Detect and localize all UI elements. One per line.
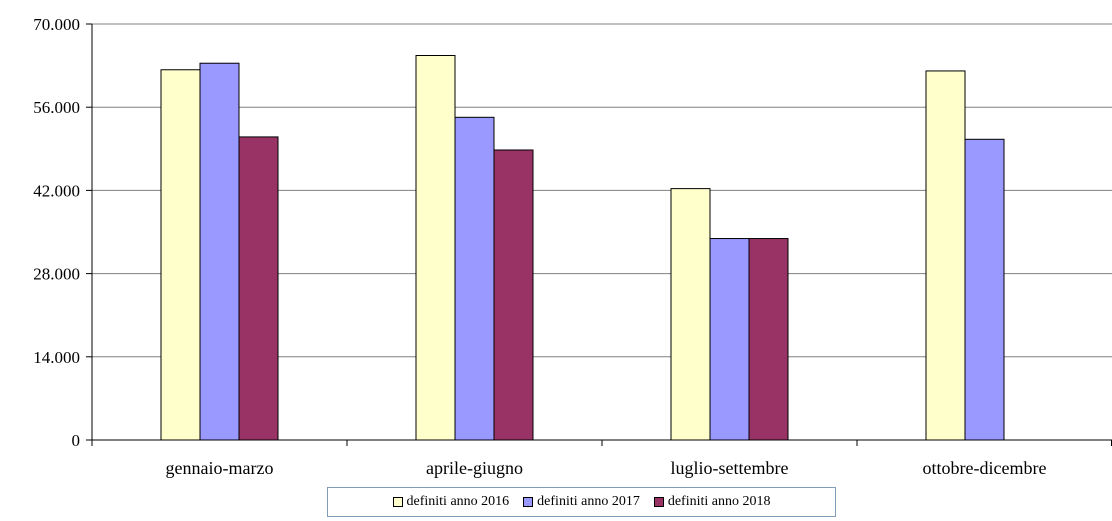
x-category-label: luglio-settembre — [671, 458, 789, 478]
legend-swatch-2017 — [523, 497, 534, 507]
legend-item-2017: definiti anno 2017 — [523, 494, 640, 510]
bar-luglio-settembre-series-2 — [709, 238, 750, 441]
legend-label-2017: definiti anno 2017 — [537, 494, 640, 509]
bar-ottobre-dicembre-series-2 — [964, 138, 1005, 441]
bar-gennaio-marzo-series-3 — [238, 136, 279, 441]
x-category-label: ottobre-dicembre — [923, 458, 1047, 478]
x-category-label: gennaio-marzo — [166, 458, 274, 478]
bar-aprile-giugno-series-3 — [493, 149, 534, 441]
legend-swatch-2018 — [653, 497, 664, 507]
bar-ottobre-dicembre-series-1 — [925, 70, 966, 441]
legend: definiti anno 2016 definiti anno 2017 de… — [327, 487, 836, 517]
y-tick-label: 56.000 — [33, 98, 80, 117]
legend-swatch-2016 — [392, 497, 403, 507]
bar-luglio-settembre-series-1 — [670, 188, 711, 441]
y-tick-label: 42.000 — [33, 181, 80, 200]
x-category-label: aprile-giugno — [426, 458, 523, 478]
y-tick-label: 0 — [72, 431, 81, 450]
bar-gennaio-marzo-series-1 — [160, 69, 201, 441]
legend-label-2018: definiti anno 2018 — [667, 494, 771, 509]
bar-aprile-giugno-series-1 — [415, 54, 456, 441]
legend-label-2016: definiti anno 2016 — [406, 494, 510, 509]
bar-gennaio-marzo-series-2 — [199, 62, 240, 441]
bar-luglio-settembre-series-3 — [748, 238, 789, 441]
legend-item-2016: definiti anno 2016 — [392, 494, 510, 510]
y-tick-label: 28.000 — [33, 265, 80, 284]
bar-aprile-giugno-series-2 — [454, 116, 495, 441]
y-tick-label: 70.000 — [33, 15, 80, 34]
legend-item-2018: definiti anno 2018 — [653, 494, 771, 510]
y-tick-label: 14.000 — [33, 348, 80, 367]
